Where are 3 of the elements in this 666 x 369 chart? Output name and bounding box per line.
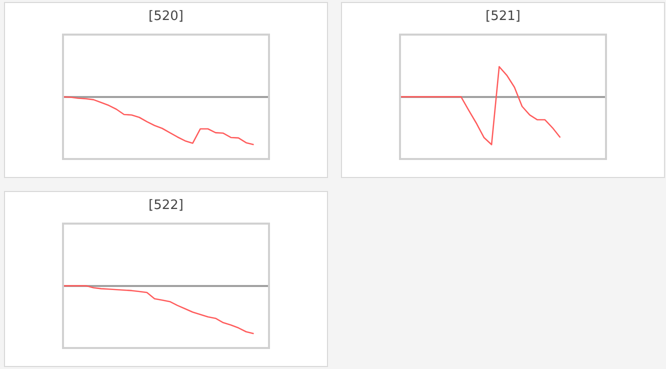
- chart-title: [520]: [148, 9, 184, 24]
- chart-title: [521]: [486, 9, 520, 24]
- chart-title: [522]: [148, 198, 184, 214]
